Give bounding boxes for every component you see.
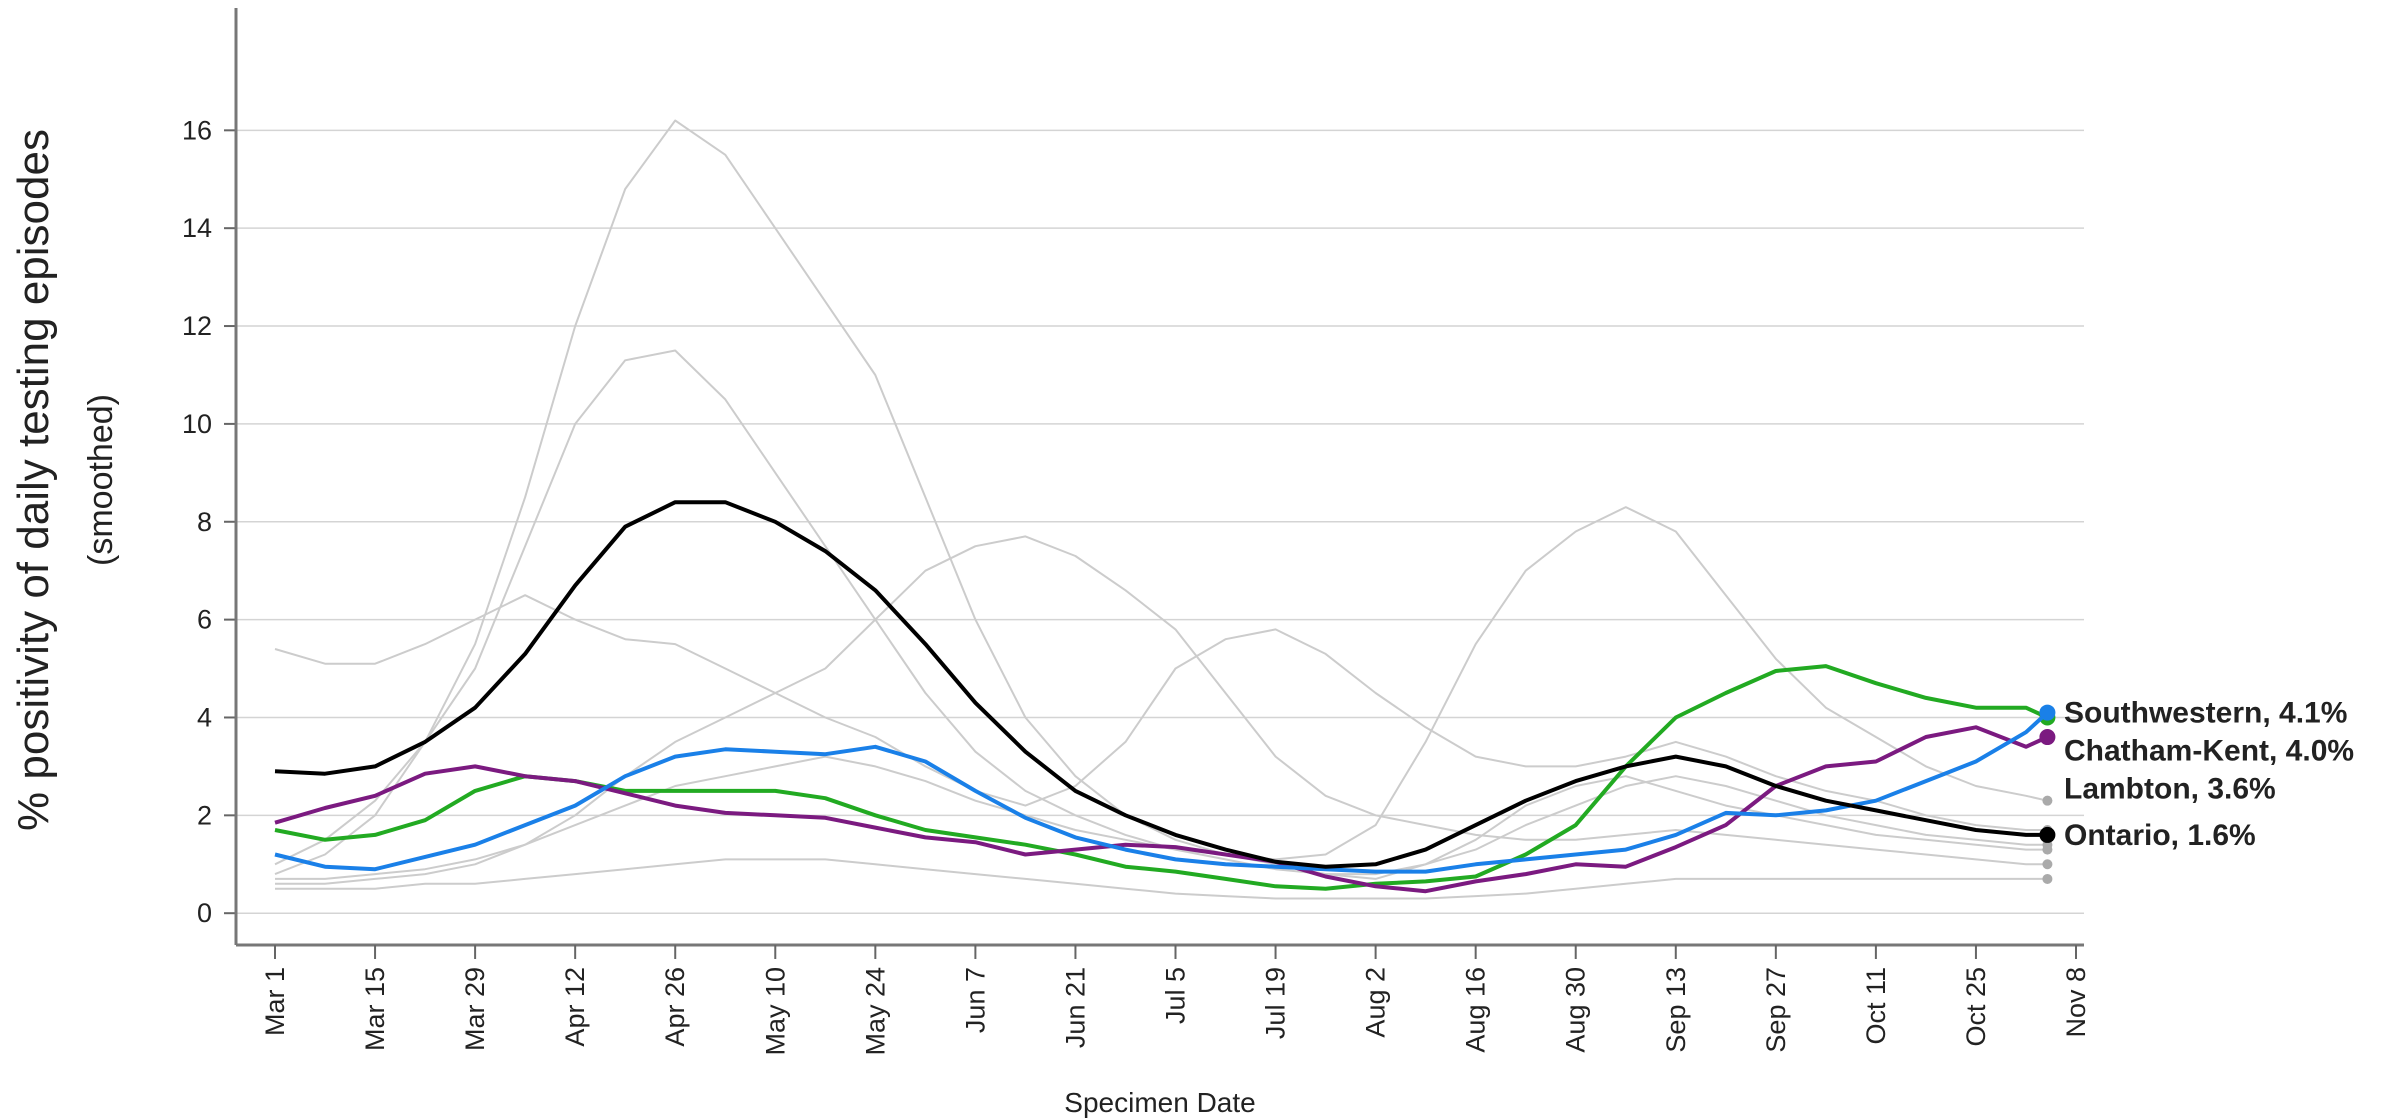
- x-tick-label: Nov 8: [2061, 967, 2091, 1038]
- end-point: [2039, 729, 2056, 746]
- y-tick-label: 6: [197, 605, 212, 635]
- y-tick-label: 12: [182, 311, 212, 341]
- y-axis-title: % positivity of daily testing episodes: [9, 129, 58, 831]
- y-tick-label: 10: [182, 409, 212, 439]
- x-tick-label: Aug 30: [1561, 967, 1591, 1053]
- end-label: Southwestern, 4.1%: [2064, 697, 2347, 730]
- x-tick-label: Jul 19: [1261, 967, 1291, 1039]
- x-tick-label: Mar 1: [260, 967, 290, 1036]
- x-tick-label: Mar 15: [360, 967, 390, 1051]
- series-line: [274, 711, 2049, 874]
- x-tick-label: Aug 16: [1461, 967, 1491, 1053]
- y-tick-label: 2: [197, 800, 212, 830]
- y-tick-label: 16: [182, 115, 212, 145]
- x-tick-label: Apr 12: [560, 967, 590, 1047]
- x-tick-label: Jun 7: [960, 967, 990, 1033]
- end-point: [2042, 873, 2053, 884]
- end-label: Lambton, 3.6%: [2064, 773, 2276, 806]
- x-tick-label: Sep 27: [1761, 967, 1791, 1053]
- x-tick-label: Oct 25: [1961, 967, 1991, 1047]
- end-point: [2042, 795, 2053, 806]
- y-tick-label: 0: [197, 898, 212, 928]
- y-tick-label: 14: [182, 213, 212, 243]
- background-line: [274, 349, 2048, 876]
- end-point: [2042, 859, 2053, 870]
- x-axis-title: Specimen Date: [1064, 1087, 1255, 1118]
- y-tick-label: 4: [197, 702, 212, 732]
- background-line: [275, 535, 2048, 885]
- end-point: [2039, 704, 2056, 721]
- series-line: [274, 725, 2049, 894]
- background-line: [274, 594, 2048, 831]
- x-tick-label: Mar 29: [460, 967, 490, 1051]
- x-tick-label: Jul 5: [1161, 967, 1191, 1024]
- x-tick-label: Oct 11: [1861, 967, 1891, 1045]
- x-tick-label: Sep 13: [1661, 967, 1691, 1053]
- background-line: [275, 858, 2048, 900]
- x-tick-label: May 24: [860, 967, 890, 1056]
- x-tick-label: Jun 21: [1060, 967, 1090, 1048]
- background-line: [274, 119, 2048, 880]
- end-point: [2039, 826, 2056, 843]
- x-tick-label: Aug 2: [1361, 967, 1391, 1038]
- y-axis-subtitle: (smoothed): [82, 394, 120, 566]
- end-label: Ontario, 1.6%: [2064, 819, 2256, 852]
- series-line: [274, 500, 2048, 869]
- x-tick-label: May 10: [760, 967, 790, 1056]
- x-tick-label: Apr 26: [660, 967, 690, 1047]
- y-tick-label: 8: [197, 507, 212, 537]
- end-label: Chatham-Kent, 4.0%: [2064, 735, 2354, 768]
- background-line: [275, 506, 2048, 880]
